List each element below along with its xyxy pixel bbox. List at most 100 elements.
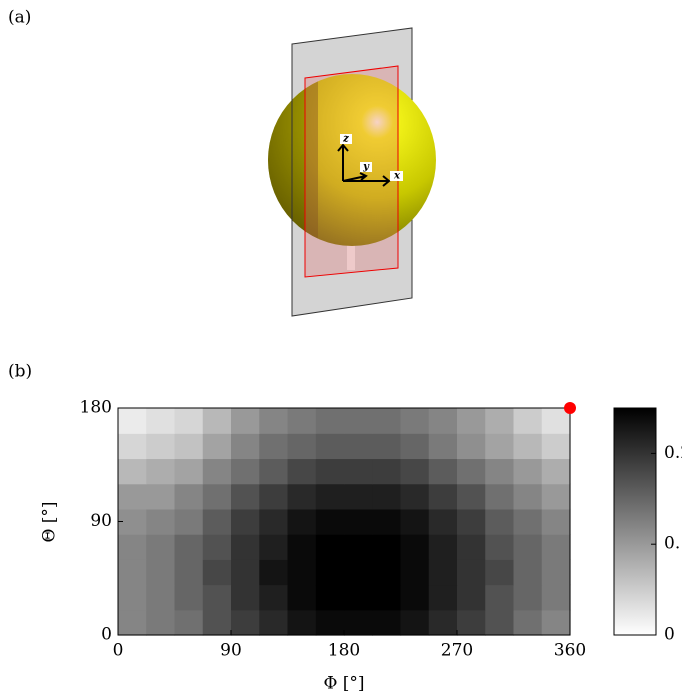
axis-label: z [342, 134, 349, 145]
heat-cell [146, 585, 175, 611]
heat-cell [316, 534, 345, 560]
panel-label: (a) [8, 8, 31, 28]
heat-cell [514, 559, 543, 585]
heat-cell [542, 559, 571, 585]
heat-cell [288, 433, 317, 459]
heat-cell [372, 408, 401, 434]
heat-cell [372, 484, 401, 510]
heat-cell [457, 610, 486, 636]
heat-cell [401, 433, 430, 459]
heat-cell [542, 585, 571, 611]
heat-cell [344, 509, 373, 535]
heat-cell [514, 585, 543, 611]
heat-cell [175, 458, 204, 484]
heatmap [118, 408, 571, 636]
heat-cell [146, 458, 175, 484]
heat-cell [514, 509, 543, 535]
heat-cell [118, 484, 147, 510]
heat-cell [401, 610, 430, 636]
heat-cell [542, 484, 571, 510]
heat-cell [372, 610, 401, 636]
heat-cell [203, 509, 232, 535]
heat-cell [118, 433, 147, 459]
heat-cell [316, 408, 345, 434]
heat-cell [401, 559, 430, 585]
figure: (a) z y x (b) Φ [°] Θ [°] 09018027036009… [0, 0, 682, 700]
heat-cell [203, 484, 232, 510]
heat-cell [118, 534, 147, 560]
heat-cell [429, 433, 458, 459]
heat-cell [259, 433, 288, 459]
heat-cell [175, 509, 204, 535]
heat-cell [514, 433, 543, 459]
heat-cell [429, 509, 458, 535]
heat-cell [344, 534, 373, 560]
x-axis-label: Φ [°] [323, 674, 364, 694]
heat-cell [429, 484, 458, 510]
heat-cell [203, 433, 232, 459]
heat-cell [429, 610, 458, 636]
heat-cell [288, 610, 317, 636]
heat-cell [146, 610, 175, 636]
heat-cell [175, 433, 204, 459]
heat-cell [231, 534, 260, 560]
heat-cell [288, 458, 317, 484]
heat-cell [514, 610, 543, 636]
heat-cell [316, 458, 345, 484]
marker [564, 402, 576, 414]
heat-cell [118, 610, 147, 636]
heat-cell [203, 534, 232, 560]
heat-cell [231, 433, 260, 459]
colorbar-tick-label: 0.2 [664, 443, 682, 463]
heat-cell [485, 484, 514, 510]
heat-cell [344, 408, 373, 434]
heat-cell [118, 559, 147, 585]
heat-cell [175, 408, 204, 434]
heat-cell [457, 408, 486, 434]
x-tick-label: 360 [554, 641, 586, 661]
heat-cell [316, 433, 345, 459]
heat-cell [231, 408, 260, 434]
heat-cell [118, 408, 147, 434]
heat-cell [175, 610, 204, 636]
heat-cell [146, 509, 175, 535]
heat-cell [514, 484, 543, 510]
heat-cell [316, 610, 345, 636]
heat-cell [175, 559, 204, 585]
heat-cell [146, 433, 175, 459]
heat-cell [288, 484, 317, 510]
heat-cell [316, 484, 345, 510]
heat-cell [316, 559, 345, 585]
heat-cell [401, 534, 430, 560]
heat-cell [231, 458, 260, 484]
heat-cell [259, 458, 288, 484]
heat-cell [203, 458, 232, 484]
heat-cell [514, 534, 543, 560]
heat-cell [485, 534, 514, 560]
colorbar-tick-label: 0 [664, 625, 675, 645]
heat-cell [203, 559, 232, 585]
heat-cell [259, 534, 288, 560]
heat-cell [259, 509, 288, 535]
heat-cell [231, 585, 260, 611]
heat-cell [344, 458, 373, 484]
heat-cell [146, 534, 175, 560]
heat-cell [401, 408, 430, 434]
heat-cell [288, 559, 317, 585]
heat-cell [372, 458, 401, 484]
heat-cell [429, 559, 458, 585]
heat-cell [203, 585, 232, 611]
heat-cell [457, 585, 486, 611]
y-axis-label: Θ [°] [40, 501, 60, 542]
heat-cell [514, 458, 543, 484]
x-tick-label: 90 [220, 641, 242, 661]
heat-cell [485, 610, 514, 636]
heat-cell [344, 484, 373, 510]
heat-cell [259, 559, 288, 585]
heat-cell [259, 585, 288, 611]
heat-cell [372, 509, 401, 535]
heat-cell [118, 458, 147, 484]
heat-cell [542, 458, 571, 484]
heat-cell [372, 585, 401, 611]
heat-cell [288, 534, 317, 560]
